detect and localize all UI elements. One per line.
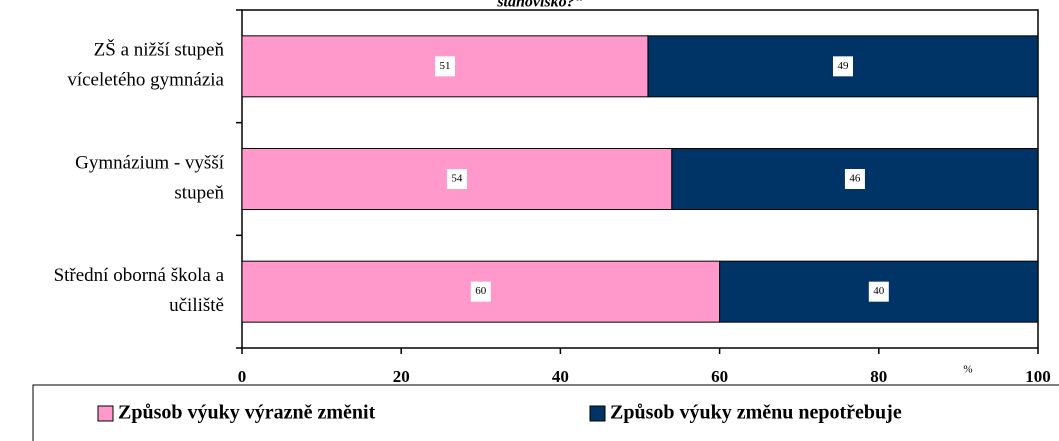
legend-box [32,384,1059,441]
value-label-box [832,56,853,77]
value-label: 46 [849,173,861,185]
x-axis-label: % [963,364,972,376]
x-tick-label: 0 [238,367,247,386]
value-label-box [470,281,491,302]
value-label: 40 [873,285,885,297]
y-tick-label: stupeň [174,182,224,203]
legend-swatch [97,405,114,422]
value-label: 54 [451,173,463,185]
y-tick-label: Střední oborná škola a [54,265,225,286]
x-tick-label: 100 [1025,367,1051,386]
value-label-box [434,56,455,77]
legend-label: Způsob výuky výrazně změnit [118,402,376,424]
value-label: 51 [439,60,450,72]
x-tick-label: 20 [393,367,410,386]
chart-title: stanovisko?“ [496,0,582,11]
x-tick-label: 60 [711,367,728,386]
y-tick-label: Gymnázium - vyšší [75,152,225,173]
y-tick-label: víceletého gymnázia [67,70,224,91]
value-label-box [446,169,467,189]
legend-label: Způsob výuky změnu nepotřebuje [610,402,902,424]
value-label: 49 [837,60,849,72]
value-label-box [844,169,865,189]
x-tick-label: 80 [870,367,887,386]
legend-swatch [589,405,606,422]
value-label-box [868,281,889,302]
value-label: 60 [475,285,487,297]
x-tick-label: 40 [552,367,569,386]
y-tick-label: učiliště [169,295,224,316]
y-tick-label: ZŠ a nižší stupeň [94,39,225,61]
